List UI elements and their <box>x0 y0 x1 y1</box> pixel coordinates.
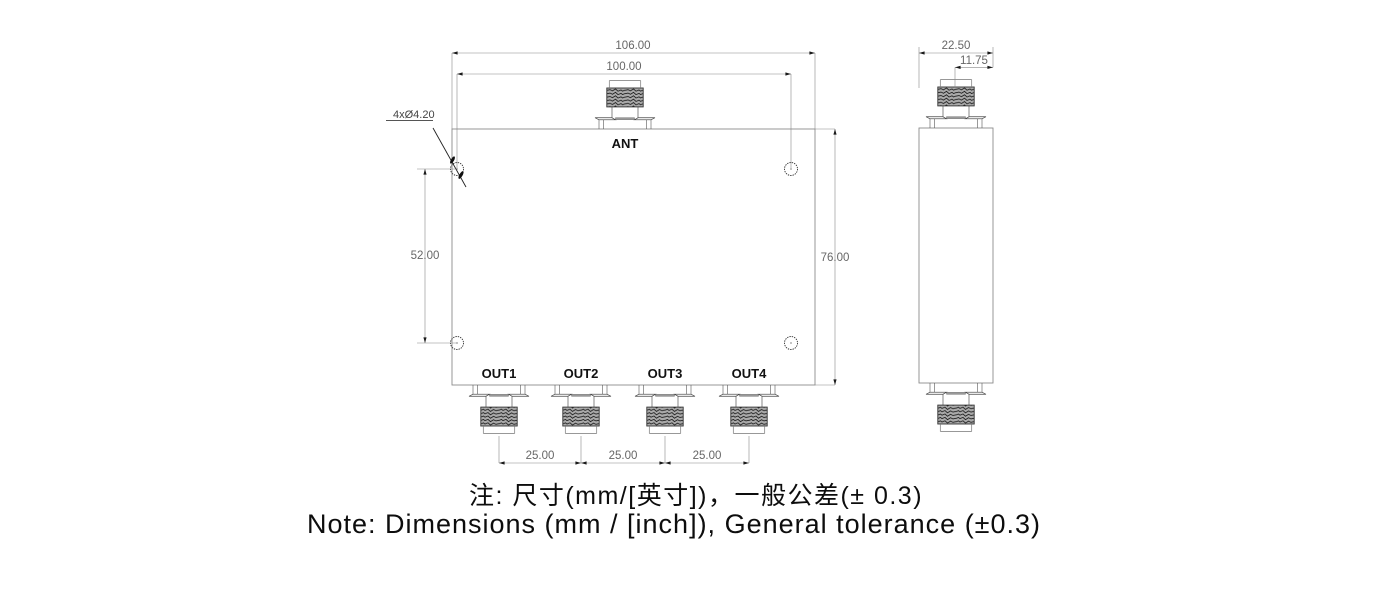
svg-text:ANT: ANT <box>612 136 639 151</box>
svg-text:100.00: 100.00 <box>606 61 641 73</box>
svg-text:OUT1: OUT1 <box>482 366 517 381</box>
svg-text:106.00: 106.00 <box>615 40 650 52</box>
svg-text:11.75: 11.75 <box>960 55 988 67</box>
svg-text:OUT2: OUT2 <box>564 366 599 381</box>
svg-text:76.00: 76.00 <box>821 252 850 264</box>
svg-text:52.00: 52.00 <box>411 250 440 262</box>
svg-text:25.00: 25.00 <box>526 450 555 462</box>
svg-text:Note: Dimensions (mm / [inch]): Note: Dimensions (mm / [inch]), General … <box>307 509 1041 539</box>
svg-text:OUT3: OUT3 <box>648 366 683 381</box>
svg-text:4xØ4.20: 4xØ4.20 <box>393 109 435 121</box>
svg-text:注: 尺寸(mm/[英寸])，一般公差(± 0.3): 注: 尺寸(mm/[英寸])，一般公差(± 0.3) <box>469 482 923 510</box>
svg-text:25.00: 25.00 <box>693 450 722 462</box>
svg-text:25.00: 25.00 <box>609 450 638 462</box>
svg-text:OUT4: OUT4 <box>732 366 767 381</box>
svg-text:22.50: 22.50 <box>942 40 971 52</box>
